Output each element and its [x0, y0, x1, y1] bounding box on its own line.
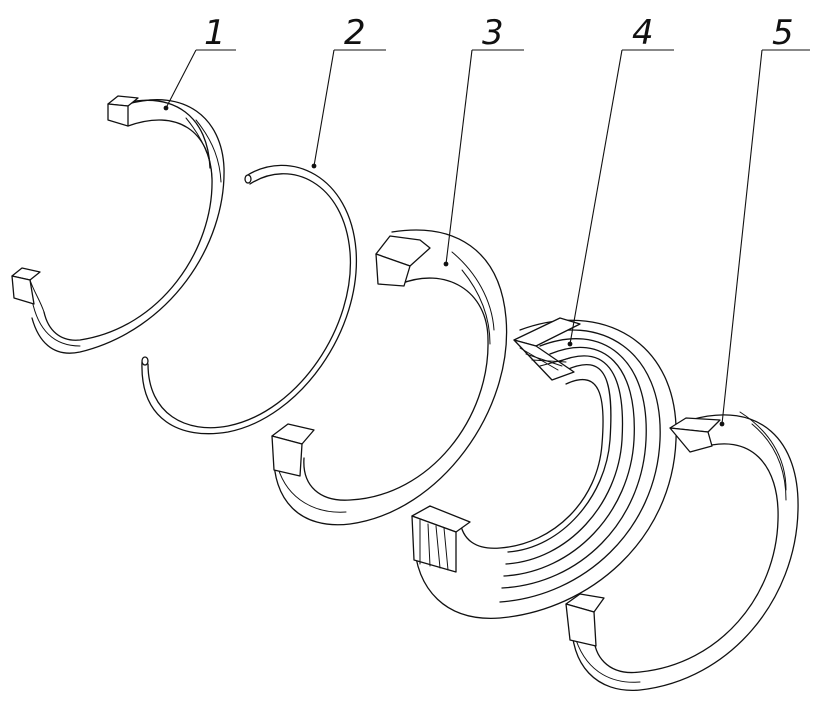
label-part-4: 4 — [632, 13, 654, 53]
part-2-wire-ring — [141, 164, 358, 435]
label-part-2: 2 — [344, 13, 366, 53]
label-part-1: 1 — [204, 13, 226, 53]
callout-leaders — [163, 49, 810, 427]
part-1-split-ring — [11, 95, 225, 354]
label-part-3: 3 — [482, 13, 504, 53]
part-4-ring-pack — [411, 317, 677, 619]
part-5-split-ring — [565, 411, 799, 691]
label-part-5: 5 — [772, 13, 794, 53]
part-3-split-ring — [271, 229, 508, 526]
